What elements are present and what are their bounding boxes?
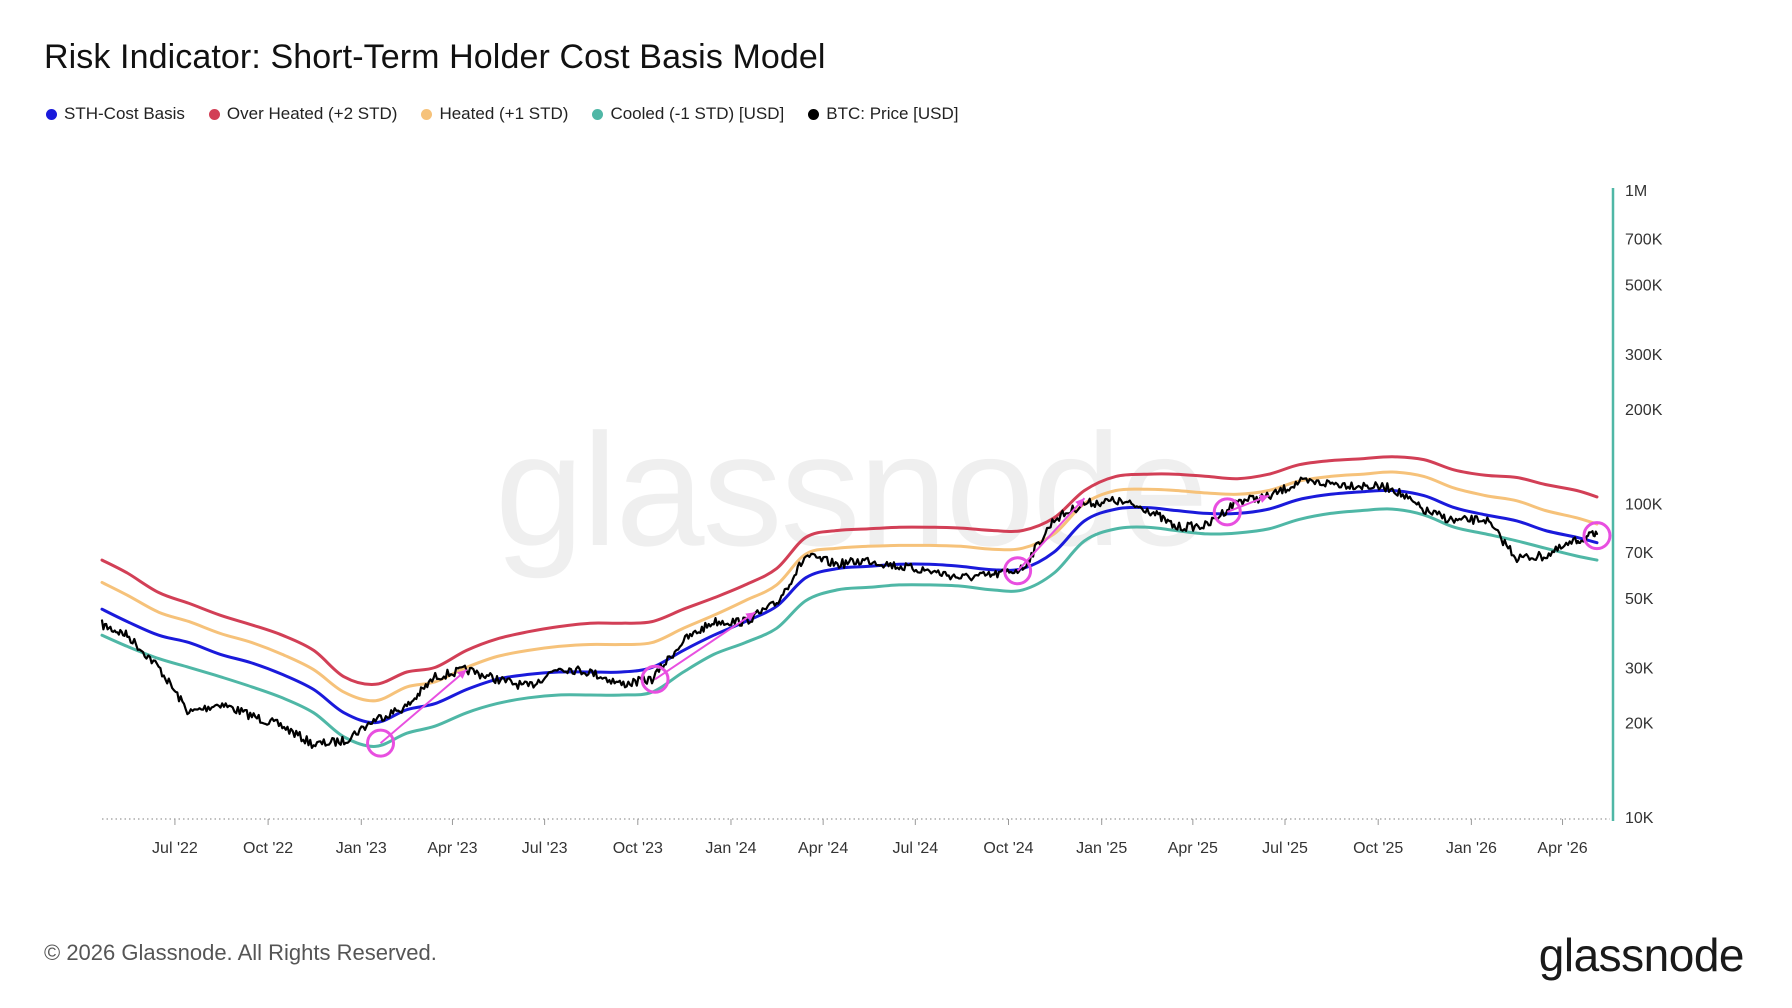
x-axis: Jul '22 Oct '22 Jan '23 Apr '23 Jul '23 Oct '…: [152, 819, 1588, 857]
x-tick-label: Jul '22: [152, 840, 198, 857]
annotation-circle: [1212, 497, 1242, 527]
y-tick-label: 10K: [1625, 810, 1654, 827]
x-tick-label: Jan '24: [705, 840, 756, 857]
annotation-arrow: [379, 668, 468, 744]
x-tick-label: Jan '25: [1076, 840, 1127, 857]
annotation-arrow: [1016, 497, 1086, 572]
annotation-arrowhead: [1258, 494, 1269, 503]
annotation-arrowhead: [456, 669, 467, 679]
series-line-over-heated-2-std: [100, 455, 1599, 686]
legend-dot: [808, 108, 820, 120]
y-axis: 10K 20K 30K 50K 70K 100K 200K 300K 500K 700K 1M: [1611, 183, 1663, 827]
annotation-circle: [640, 664, 670, 694]
x-tick-label: Apr '25: [1168, 840, 1218, 857]
y-tick-label: 300K: [1625, 347, 1663, 364]
series-line-sth-cost-basis: [100, 488, 1599, 725]
legend-dot: [421, 108, 433, 120]
y-tick-label: 20K: [1625, 716, 1654, 733]
series-line-btc-price-usd: [100, 476, 1599, 749]
y-tick-label: 200K: [1625, 402, 1663, 419]
legend-label: Heated (+1 STD): [439, 104, 569, 123]
legend-item-sth-cost-basis[interactable]: STH-Cost Basis: [46, 104, 185, 124]
legend-item-over-heated[interactable]: Over Heated (+2 STD): [208, 104, 398, 124]
y-tick-label: 50K: [1625, 591, 1654, 608]
legend-item-btc-price[interactable]: BTC: Price [USD]: [808, 104, 959, 124]
x-tick-label: Jul '23: [522, 840, 568, 857]
x-tick-label: Jul '24: [892, 840, 938, 857]
y-tick-label: 700K: [1625, 232, 1663, 249]
y-tick-label: 30K: [1625, 660, 1654, 677]
x-tick-label: Oct '22: [243, 840, 293, 857]
y-tick-label: 70K: [1625, 545, 1654, 562]
y-tick-label: 1M: [1625, 183, 1647, 200]
legend-label: Cooled (-1 STD) [USD]: [610, 104, 785, 123]
x-tick-label: Apr '23: [427, 840, 477, 857]
annotation-layer: [366, 494, 1612, 758]
y-tick-label: 100K: [1625, 497, 1663, 514]
annotation-arrowhead: [745, 612, 756, 621]
y-tick-label: 500K: [1625, 277, 1663, 294]
annotation-arrowhead: [1075, 498, 1085, 508]
x-tick-label: Jul '25: [1262, 840, 1308, 857]
x-tick-label: Apr '26: [1537, 840, 1587, 857]
legend-label: Over Heated (+2 STD): [226, 104, 398, 123]
series-layer: [100, 455, 1599, 749]
legend-dot: [592, 108, 604, 120]
annotation-arrow: [654, 611, 756, 681]
series-line-cooled-1-std-usd: [100, 507, 1599, 748]
legend-label: STH-Cost Basis: [64, 104, 185, 123]
chart-title: Risk Indicator: Short-Term Holder Cost B…: [44, 38, 826, 76]
x-tick-label: Oct '25: [1353, 840, 1403, 857]
legend-item-cooled[interactable]: Cooled (-1 STD) [USD]: [592, 104, 784, 124]
annotation-circle: [366, 728, 396, 758]
legend: STH-Cost Basis Over Heated (+2 STD) Heat…: [46, 104, 959, 124]
annotation-circle: [1582, 521, 1612, 551]
x-tick-label: Jan '23: [336, 840, 387, 857]
x-tick-label: Oct '23: [613, 840, 663, 857]
x-tick-label: Jan '26: [1446, 840, 1497, 857]
copyright-text: © 2026 Glassnode. All Rights Reserved.: [44, 940, 437, 965]
annotation-circle: [1003, 556, 1033, 586]
legend-item-heated[interactable]: Heated (+1 STD): [421, 104, 568, 124]
legend-label: BTC: Price [USD]: [826, 104, 959, 123]
x-tick-label: Oct '24: [983, 840, 1033, 857]
legend-dot: [208, 108, 220, 120]
series-line-heated-1-std: [100, 470, 1599, 703]
x-tick-label: Apr '24: [798, 840, 848, 857]
brand-logo[interactable]: glassnode: [1538, 929, 1745, 981]
legend-dot: [46, 108, 57, 120]
